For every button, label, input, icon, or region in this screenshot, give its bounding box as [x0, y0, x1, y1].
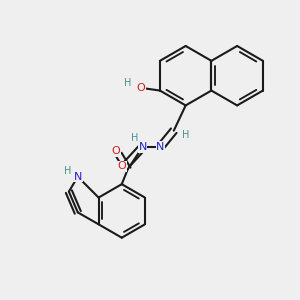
- Text: H: H: [182, 130, 189, 140]
- Text: O: O: [111, 146, 120, 157]
- Text: N: N: [156, 142, 165, 152]
- Text: H: H: [64, 166, 71, 176]
- Text: H: H: [131, 133, 139, 143]
- Text: O: O: [136, 82, 145, 93]
- Text: O: O: [117, 161, 126, 171]
- Text: N: N: [74, 172, 82, 182]
- Text: H: H: [124, 78, 131, 88]
- Text: N: N: [138, 142, 147, 152]
